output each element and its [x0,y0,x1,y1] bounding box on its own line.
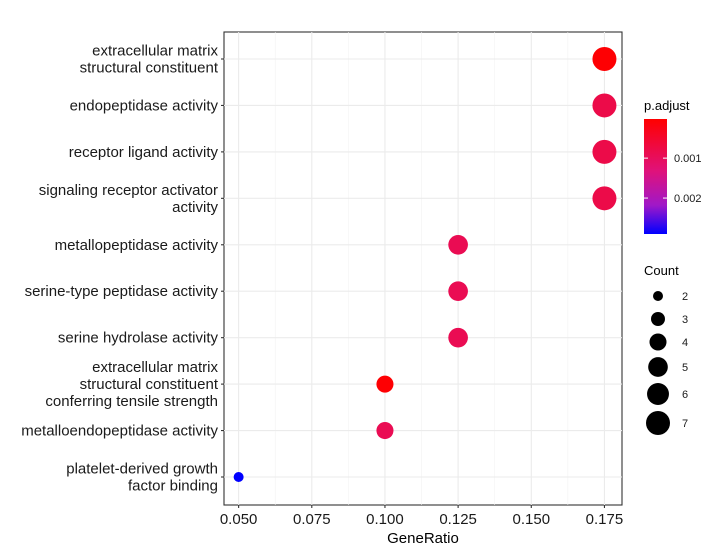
data-point [376,375,394,393]
size-legend-label: 4 [682,337,688,349]
size-legend-dot [651,312,665,326]
x-tick-label: 0.125 [439,511,477,528]
color-bar-ticks: 0.001 0.002 [644,153,702,205]
size-legend-label: 5 [682,362,688,374]
data-point [592,139,617,164]
size-legend-label: 7 [682,418,688,430]
plot-panel [223,31,623,506]
y-tick-label: extracellular matrix structural constitue… [80,43,219,77]
data-point [448,234,468,255]
size-legend-label: 2 [682,291,688,303]
x-axis-title: GeneRatio [387,530,459,547]
y-tick-label: receptor ligand activity [69,144,219,161]
size-legend-items: 2 3 4 5 6 7 [646,291,688,435]
size-legend-dot [649,333,667,351]
x-axis-ticks: 0.050 0.075 0.100 0.125 0.150 0.175 [220,505,623,528]
color-tick-label: 0.001 [674,153,702,165]
x-tick-label: 0.050 [220,511,258,528]
size-legend: Count 2 3 4 5 6 7 [644,263,688,435]
x-tick-label: 0.175 [586,511,624,528]
size-legend-dot [647,383,669,405]
data-point [233,472,244,482]
color-legend-title: p.adjust [644,98,690,113]
y-tick-label: extracellular matrix structural constitue… [45,359,218,410]
data-point [592,47,617,71]
color-tick-label: 0.002 [674,193,702,205]
data-point [448,281,468,302]
x-tick-label: 0.150 [513,511,551,528]
y-tick-label: serine hydrolase activity [58,330,219,347]
size-legend-dot [646,411,670,435]
size-legend-label: 6 [682,389,688,401]
size-legend-title: Count [644,263,679,278]
data-point [448,327,468,348]
x-tick-label: 0.075 [293,511,331,528]
y-tick-label: platelet-derived growth factor binding [66,461,218,495]
data-point [592,93,617,118]
color-legend: p.adjust 0.001 0.002 [644,98,702,234]
color-bar [644,119,667,234]
data-points [233,47,617,482]
y-tick-label: serine-type peptidase activity [25,283,219,300]
y-tick-label: metallopeptidase activity [55,237,219,254]
size-legend-dot [653,291,663,301]
data-point [376,422,394,440]
size-legend-label: 3 [682,314,688,326]
y-tick-label: metalloendopeptidase activity [21,423,218,440]
data-point [592,186,617,211]
y-axis-labels: extracellular matrix structural constitue… [21,43,224,495]
minor-gridlines [274,32,569,505]
size-legend-dot [648,357,668,377]
y-tick-label: signaling receptor activator activity [39,182,219,216]
y-tick-label: endopeptidase activity [70,97,219,114]
x-tick-label: 0.100 [366,511,404,528]
